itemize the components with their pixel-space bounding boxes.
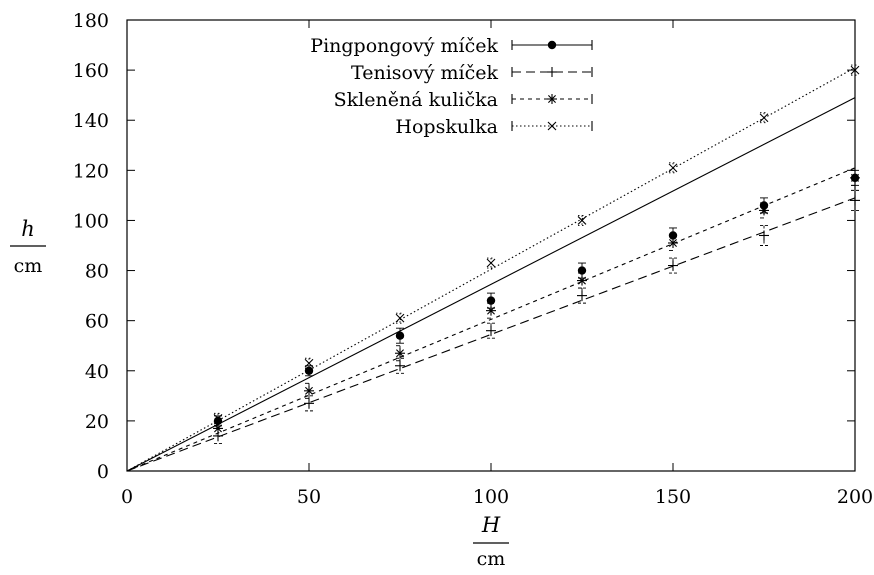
y-tick-label: 160: [73, 60, 109, 82]
data-point: [577, 214, 587, 226]
data-point: [395, 312, 405, 324]
y-tick-label: 60: [85, 311, 109, 333]
legend-item-1: Pingpongový míček: [310, 35, 593, 57]
legend-label: Hopskulka: [395, 116, 498, 138]
x-tick-label: 100: [473, 486, 509, 508]
y-tick-label: 180: [73, 10, 109, 32]
legend-item-2: Tenisový míček: [351, 62, 593, 84]
legend-item-4: Hopskulka: [395, 116, 593, 138]
legend-marker: [547, 121, 557, 131]
data-point: [486, 302, 496, 319]
x-axis-ticks: 0 50 100 150 200: [121, 20, 873, 508]
y-tick-label: 120: [73, 160, 109, 182]
data-point: [759, 225, 769, 246]
data-point: [486, 257, 496, 269]
data-point: [668, 257, 678, 274]
legend-label: Pingpongový míček: [310, 35, 498, 57]
x-tick-label: 0: [121, 486, 133, 508]
data-point: [213, 412, 223, 424]
x-tick-label: 150: [655, 486, 691, 508]
legend: Pingpongový míček Tenisový míček Skleněná …: [310, 35, 593, 138]
fit-line-1: [126, 97, 856, 472]
data-point: [577, 287, 587, 304]
data-point: [395, 345, 405, 362]
fit-line-4: [126, 67, 856, 472]
data-point: [668, 235, 678, 251]
y-tick-label: 0: [97, 461, 109, 483]
x-axis-unit: cm: [477, 548, 506, 570]
legend-label: Tenisový míček: [351, 62, 498, 84]
legend-marker: [547, 40, 557, 50]
x-axis-variable: H: [481, 513, 501, 537]
x-tick-label: 200: [837, 486, 873, 508]
y-axis-unit: cm: [14, 255, 43, 277]
fit-line-2: [126, 197, 856, 472]
y-tick-label: 100: [73, 210, 109, 232]
data-point: [759, 112, 769, 124]
data-point: [668, 162, 678, 174]
plot-frame: [126, 19, 856, 472]
data-point: [304, 382, 314, 399]
legend-label: Skleněná kulička: [334, 89, 498, 111]
y-axis-ticks: 0 20 40 60 80 100 120 140 160 180: [73, 10, 855, 483]
legend-marker: [547, 94, 557, 104]
y-tick-label: 40: [85, 361, 109, 383]
data-point: [577, 272, 587, 289]
legend-marker: [547, 67, 557, 77]
y-tick-label: 20: [85, 411, 109, 433]
data-points: [213, 64, 860, 444]
y-axis-variable: h: [21, 217, 35, 241]
fit-lines: [126, 67, 856, 472]
data-point: [304, 357, 314, 369]
data-point: [395, 327, 405, 344]
data-point: [759, 202, 769, 219]
legend-item-3: Skleněná kulička: [334, 89, 593, 111]
data-point: [486, 322, 496, 339]
y-tick-label: 140: [73, 110, 109, 132]
x-tick-label: 50: [297, 486, 321, 508]
y-tick-label: 80: [85, 261, 109, 283]
fit-line-3: [126, 167, 856, 472]
